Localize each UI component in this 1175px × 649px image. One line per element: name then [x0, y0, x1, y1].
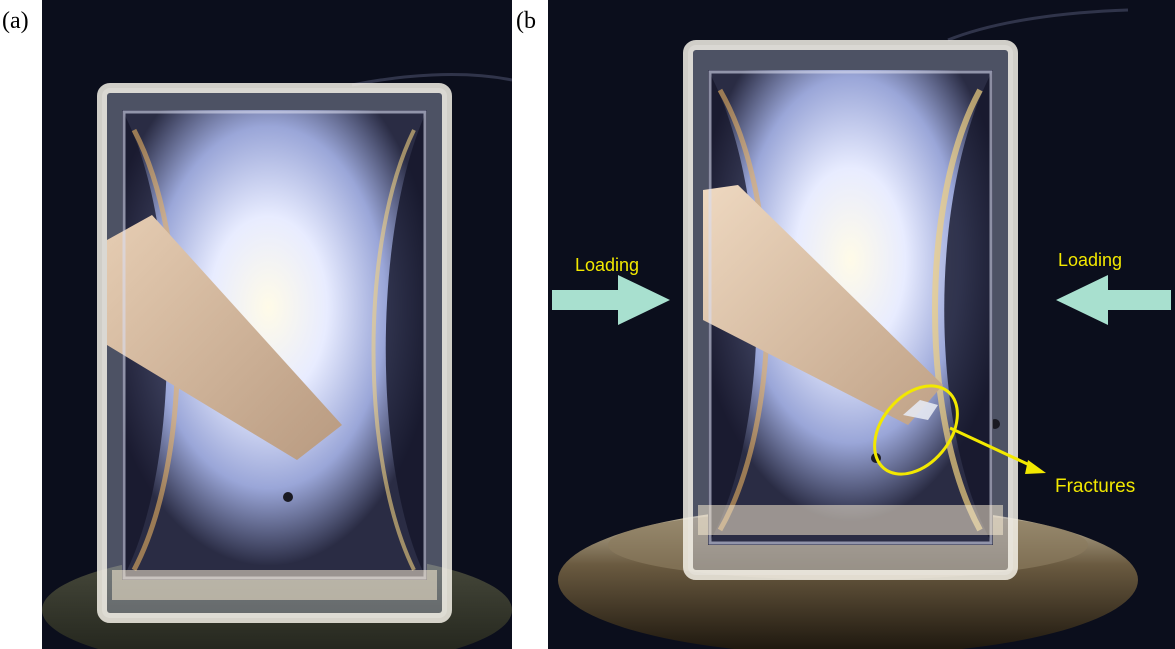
- loading-label-left: Loading: [575, 255, 640, 275]
- glass-inner-bevel: [708, 70, 993, 545]
- cable: [351, 73, 512, 87]
- panel-a-label: (a): [2, 8, 29, 34]
- photo-a-scene: [42, 0, 512, 649]
- color-fringe-right: [932, 88, 983, 532]
- fracture-shards: [903, 400, 938, 420]
- loading-arrow-right-icon: [1056, 275, 1171, 325]
- fracture-pointer-arrowhead-icon: [1025, 460, 1046, 474]
- cable: [947, 8, 1129, 42]
- glass-edge: [683, 40, 1018, 580]
- loading-arrow-left-icon: [552, 275, 670, 325]
- photo-b: [548, 0, 1175, 649]
- loading-label-right: Loading: [1058, 250, 1123, 270]
- fracture-circle: [873, 384, 959, 476]
- panel-b-label: (b: [516, 8, 536, 34]
- fracture-pointer-line: [949, 426, 1037, 470]
- photo-a: [42, 0, 512, 649]
- fractures-label: Fractures: [1055, 476, 1136, 497]
- photo-b-scene: [548, 0, 1175, 649]
- rod-tip-void: [283, 492, 293, 502]
- color-fringe-right: [371, 129, 416, 571]
- bottom-glow: [112, 570, 437, 600]
- inclined-rod: [107, 215, 342, 460]
- glass-edge: [97, 83, 452, 623]
- dark-fringe-right: [385, 110, 427, 580]
- bottom-glow: [698, 505, 1003, 535]
- inclined-rod: [703, 185, 943, 425]
